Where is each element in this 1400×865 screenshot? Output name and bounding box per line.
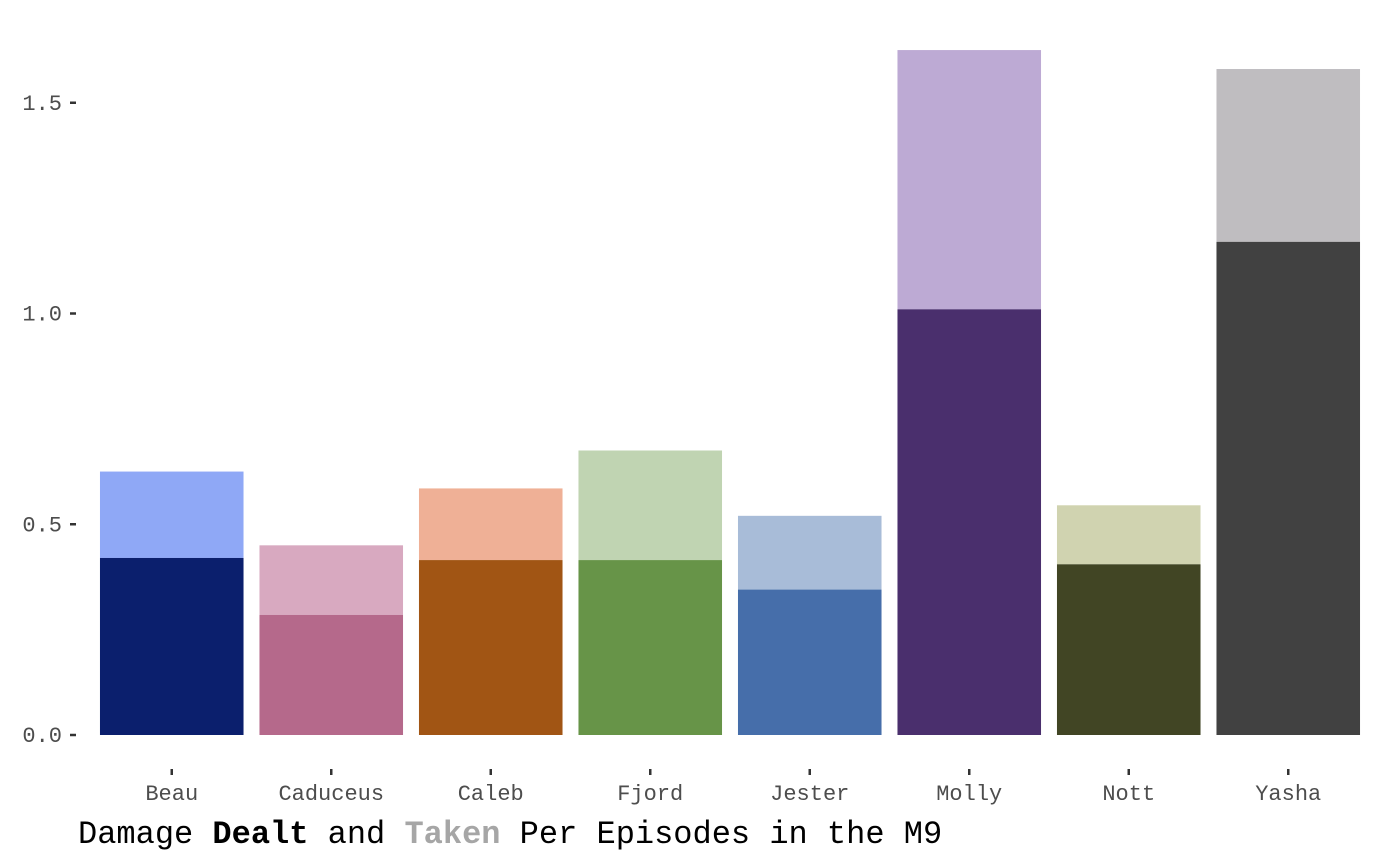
bar-dealt <box>578 560 723 735</box>
bar-taken <box>737 515 882 590</box>
bar-taken <box>578 450 723 561</box>
bar-taken <box>418 488 563 561</box>
bar-taken <box>259 545 404 615</box>
bar-dealt <box>1216 241 1361 735</box>
y-tick-label: 0.5 <box>22 513 62 538</box>
x-axis: Beau Caduceus Caleb Fjord Jester Molly Nott Yas… <box>145 769 1321 807</box>
y-tick-label: 1.5 <box>22 92 62 117</box>
bar-dealt <box>418 560 563 735</box>
x-tick-label: Beau <box>145 782 198 807</box>
chart-title: Damage Dealt and Taken Per Episodes in t… <box>78 816 942 853</box>
bar-dealt <box>737 589 882 735</box>
bar-taken <box>1056 505 1201 565</box>
bar-dealt <box>259 614 404 735</box>
bar-taken <box>1216 69 1361 242</box>
bar-dealt <box>897 309 1042 735</box>
bar-dealt <box>1056 564 1201 735</box>
title-part3: Per Episodes in the M9 <box>500 816 942 853</box>
y-tick-label: 1.0 <box>22 303 62 328</box>
x-tick-label: Caduceus <box>278 782 384 807</box>
title-part2: and <box>308 816 404 853</box>
bar-dealt <box>99 557 244 735</box>
title-part1: Damage <box>78 816 212 853</box>
bars-group <box>99 50 1361 735</box>
title-taken: Taken <box>404 816 500 853</box>
x-tick-label: Fjord <box>617 782 683 807</box>
x-tick-label: Molly <box>936 782 1002 807</box>
bar-taken <box>897 50 1042 310</box>
bar-taken <box>99 471 244 558</box>
x-tick-label: Yasha <box>1255 782 1321 807</box>
x-tick-label: Nott <box>1102 782 1155 807</box>
y-tick-label: 0.0 <box>22 724 62 749</box>
y-axis: 0.0 0.5 1.0 1.5 <box>22 92 76 749</box>
x-tick-label: Caleb <box>458 782 524 807</box>
x-tick-label: Jester <box>770 782 849 807</box>
title-dealt: Dealt <box>212 816 308 853</box>
